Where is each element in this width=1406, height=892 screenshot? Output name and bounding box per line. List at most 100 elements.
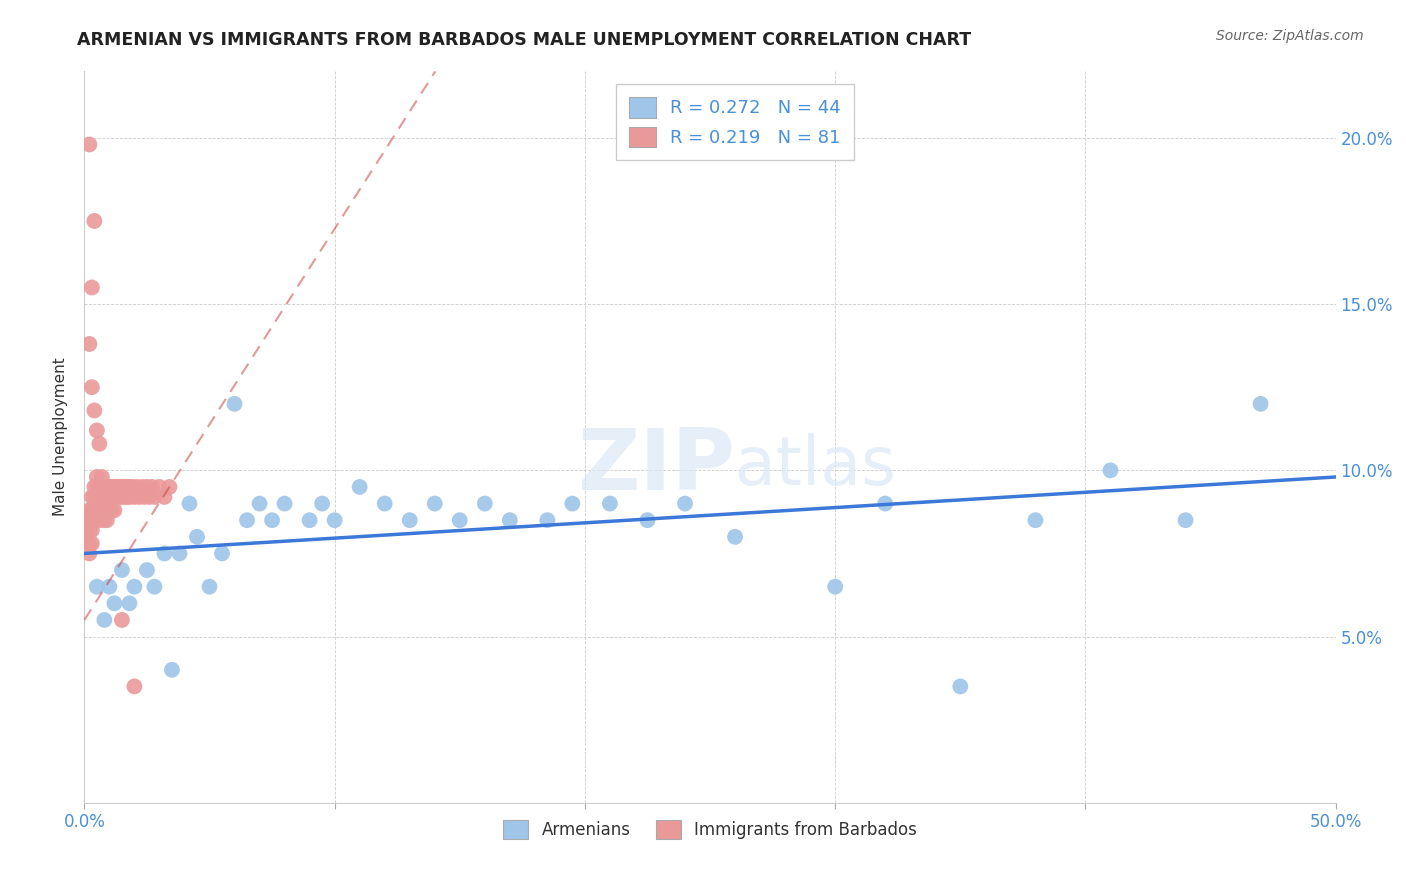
Point: [134, 490, 156, 504]
Point: [86, 480, 108, 494]
Point: [89, 513, 111, 527]
Point: [1174, 513, 1197, 527]
Point: [80, 490, 103, 504]
Point: [323, 513, 346, 527]
Point: [98, 580, 121, 594]
Text: ZIP: ZIP: [578, 425, 735, 508]
Point: [561, 497, 583, 511]
Point: [98, 480, 121, 494]
Point: [249, 497, 271, 511]
Point: [79, 137, 101, 152]
Point: [121, 480, 143, 494]
Point: [103, 490, 125, 504]
Point: [93, 513, 115, 527]
Point: [86, 470, 108, 484]
Point: [98, 490, 121, 504]
Point: [169, 546, 191, 560]
Point: [160, 663, 183, 677]
Legend: Armenians, Immigrants from Barbados: Armenians, Immigrants from Barbados: [496, 814, 924, 846]
Point: [499, 513, 522, 527]
Point: [111, 563, 134, 577]
Point: [599, 497, 621, 511]
Point: [86, 424, 108, 438]
Point: [79, 337, 101, 351]
Point: [141, 480, 163, 494]
Point: [398, 513, 420, 527]
Point: [148, 480, 170, 494]
Point: [1099, 463, 1122, 477]
Point: [115, 480, 138, 494]
Point: [86, 490, 108, 504]
Point: [93, 480, 115, 494]
Point: [89, 490, 111, 504]
Point: [124, 580, 146, 594]
Point: [79, 503, 101, 517]
Text: ARMENIAN VS IMMIGRANTS FROM BARBADOS MALE UNEMPLOYMENT CORRELATION CHART: ARMENIAN VS IMMIGRANTS FROM BARBADOS MAL…: [77, 31, 972, 49]
Point: [93, 490, 115, 504]
Point: [262, 513, 284, 527]
Point: [224, 397, 246, 411]
Point: [101, 503, 124, 517]
Point: [724, 530, 747, 544]
Point: [298, 513, 321, 527]
Point: [80, 536, 103, 550]
Point: [80, 513, 103, 527]
Point: [349, 480, 371, 494]
Point: [118, 596, 141, 610]
Point: [80, 280, 103, 294]
Point: [76, 536, 98, 550]
Point: [83, 490, 105, 504]
Point: [103, 480, 125, 494]
Point: [125, 480, 148, 494]
Point: [79, 523, 101, 537]
Point: [273, 497, 295, 511]
Point: [96, 503, 118, 517]
Point: [143, 490, 166, 504]
Point: [179, 497, 201, 511]
Point: [96, 480, 118, 494]
Point: [90, 470, 112, 484]
Point: [108, 480, 131, 494]
Point: [83, 403, 105, 417]
Point: [536, 513, 558, 527]
Point: [89, 480, 111, 494]
Point: [76, 523, 98, 537]
Point: [118, 480, 141, 494]
Point: [211, 546, 233, 560]
Point: [86, 580, 108, 594]
Point: [186, 530, 208, 544]
Point: [86, 503, 108, 517]
Point: [153, 546, 176, 560]
Point: [112, 490, 135, 504]
Point: [96, 513, 118, 527]
Point: [83, 513, 105, 527]
Point: [474, 497, 496, 511]
Point: [89, 503, 111, 517]
Point: [1024, 513, 1046, 527]
Point: [103, 503, 125, 517]
Point: [83, 214, 105, 228]
Point: [90, 480, 112, 494]
Point: [136, 480, 159, 494]
Point: [101, 480, 124, 494]
Point: [80, 523, 103, 537]
Point: [118, 490, 141, 504]
Point: [101, 490, 124, 504]
Point: [637, 513, 659, 527]
Point: [311, 497, 333, 511]
Point: [80, 380, 103, 394]
Point: [128, 490, 150, 504]
Point: [112, 480, 135, 494]
Point: [93, 503, 115, 517]
Point: [673, 497, 696, 511]
Point: [89, 436, 111, 450]
Point: [76, 513, 98, 527]
Point: [198, 580, 221, 594]
Point: [96, 490, 118, 504]
Point: [115, 490, 138, 504]
Point: [138, 490, 160, 504]
Point: [153, 490, 176, 504]
Point: [90, 490, 112, 504]
Text: atlas: atlas: [735, 434, 896, 500]
Y-axis label: Male Unemployment: Male Unemployment: [53, 358, 69, 516]
